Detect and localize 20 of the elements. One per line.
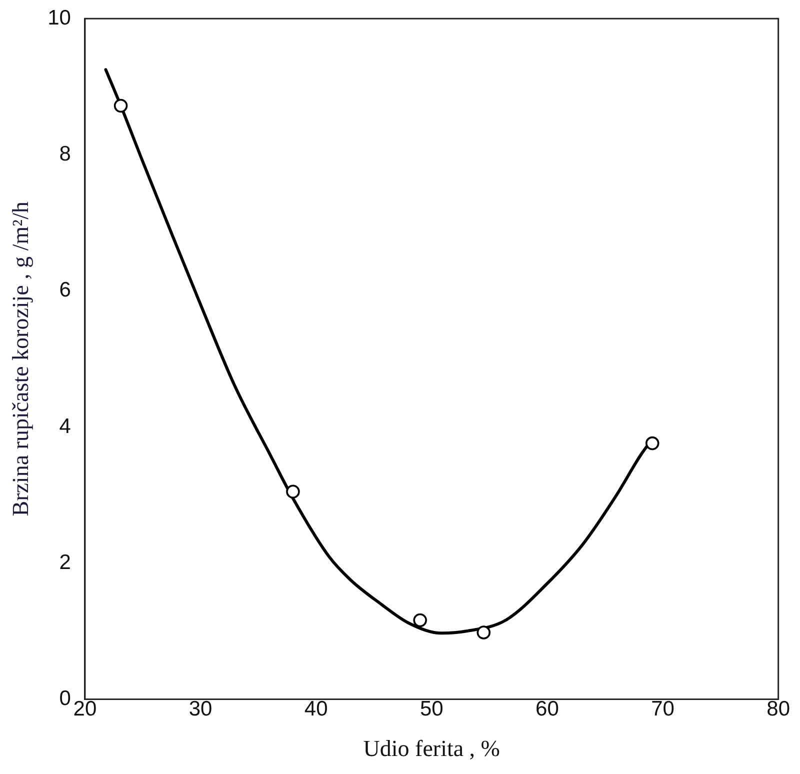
- y-tick-label: 10: [48, 6, 71, 30]
- y-axis-title: Brzina rupičaste korozije , g /m²/h: [8, 201, 33, 516]
- point: [286, 484, 300, 499]
- point: [114, 98, 128, 113]
- y-tick-label: 4: [59, 414, 72, 438]
- x-axis-title: Udio ferita , %: [363, 736, 500, 762]
- y-tick-label: 2: [59, 550, 71, 574]
- x-tick-label: 70: [651, 698, 674, 721]
- x-tick-label: 30: [188, 698, 212, 721]
- point: [476, 626, 491, 640]
- x-tick-label: 20: [73, 698, 97, 721]
- point: [413, 613, 427, 628]
- x-tick-label: 40: [304, 698, 328, 721]
- y-tick-label: 8: [59, 142, 71, 166]
- y-tick-label: 0: [59, 686, 71, 710]
- x-tick-label: 50: [420, 698, 444, 721]
- point: [645, 436, 660, 450]
- y-tick-label: 6: [59, 278, 71, 302]
- x-tick-label: 80: [766, 698, 790, 721]
- x-tick-label: 60: [536, 698, 559, 721]
